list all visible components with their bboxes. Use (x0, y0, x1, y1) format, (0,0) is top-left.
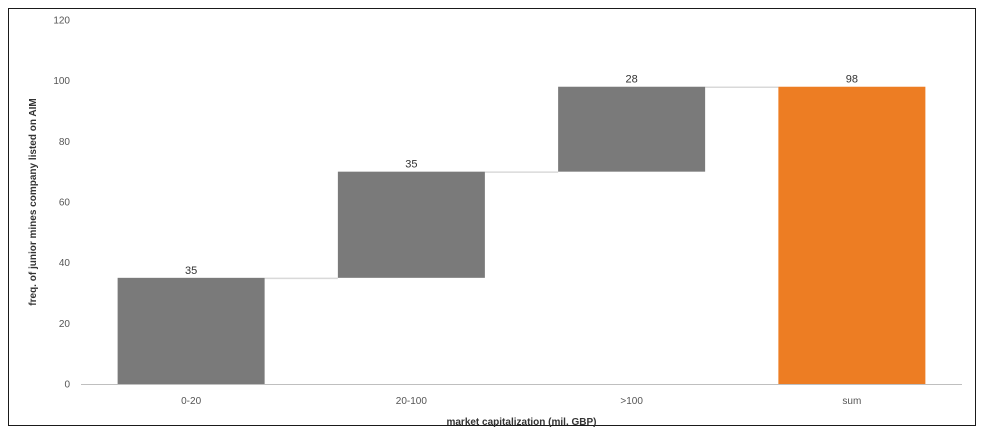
data-label: 35 (185, 265, 197, 277)
y-tick-label: 0 (64, 380, 70, 391)
data-label: 98 (846, 74, 858, 86)
x-tick-label: >100 (620, 396, 643, 407)
y-axis-title: freq. of junior mines company listed on … (28, 98, 39, 305)
bars (117, 86, 926, 384)
step-bar (117, 277, 265, 384)
x-axis-ticks: 0-20 20-100 >100 sum (181, 396, 861, 407)
x-axis-title: market capitalization (mil. GBP) (446, 417, 596, 428)
x-tick-label: 0-20 (181, 396, 201, 407)
data-labels: 35 35 28 98 (185, 74, 858, 277)
data-label: 28 (626, 74, 638, 86)
chart-frame (8, 8, 976, 426)
step-bar (558, 86, 706, 172)
y-tick-label: 60 (59, 198, 71, 209)
y-tick-label: 100 (53, 76, 70, 87)
total-bar (778, 86, 926, 384)
step-bar (337, 171, 485, 278)
data-label: 35 (405, 159, 417, 171)
y-tick-label: 80 (59, 137, 71, 148)
y-axis-ticks: 0 20 40 60 80 100 120 (53, 16, 70, 391)
y-tick-label: 40 (59, 258, 71, 269)
x-tick-label: 20-100 (396, 396, 428, 407)
connector-lines (264, 86, 779, 280)
y-tick-label: 120 (53, 16, 70, 27)
y-tick-label: 20 (59, 319, 71, 330)
x-tick-label: sum (842, 396, 861, 407)
